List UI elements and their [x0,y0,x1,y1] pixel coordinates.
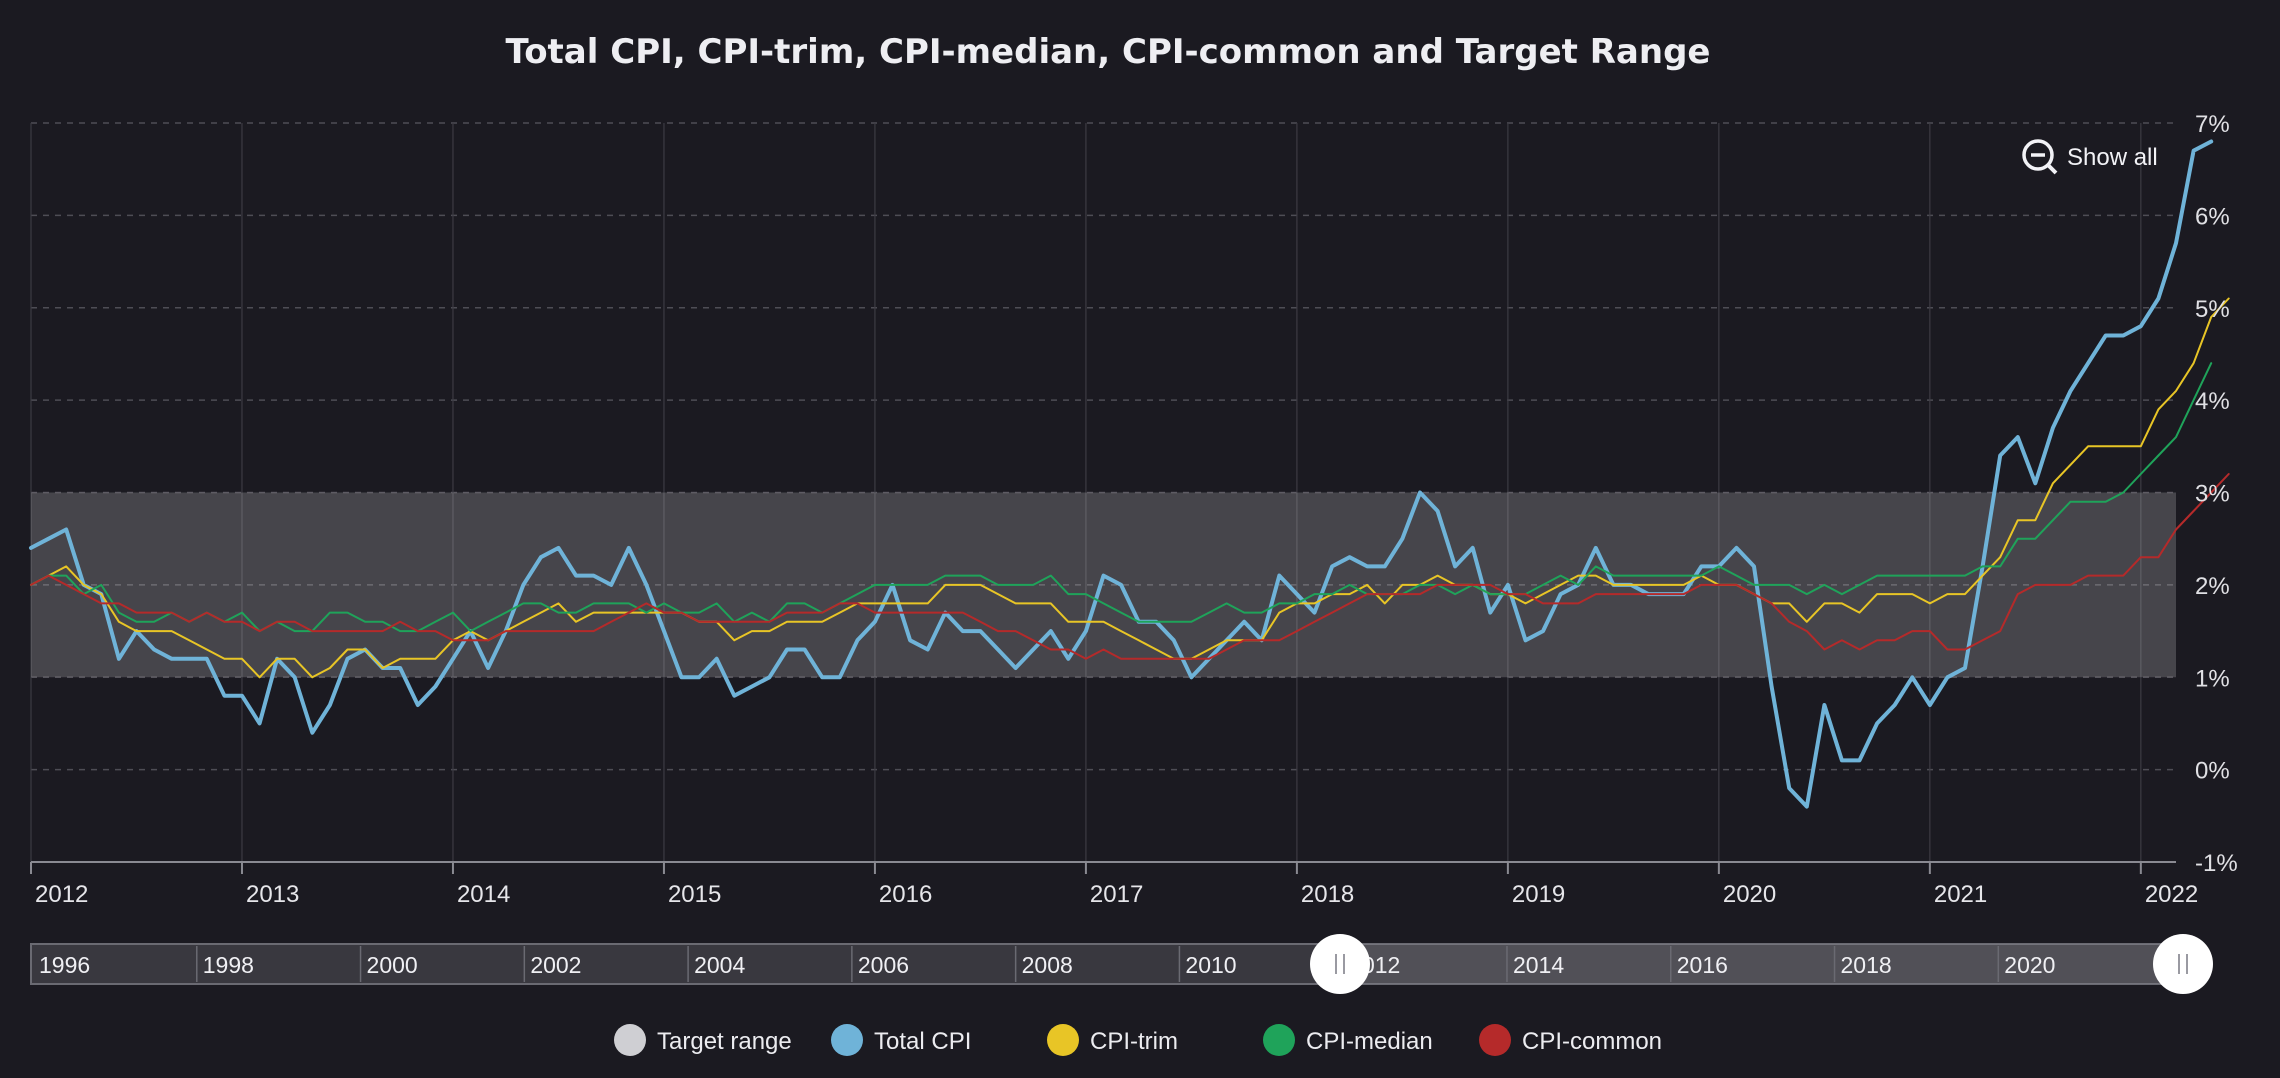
series-line-total-cpi [29,139,2214,809]
y-axis: -1% 0% 1% 2% 3% 4% 5% 6% 7% [2195,111,2238,877]
navigator-tick-label: 2006 [858,952,909,978]
navigator-tick-label: 2010 [1185,952,1236,978]
show-all-button[interactable]: Show all [2022,139,2158,175]
show-all-label: Show all [2067,144,2158,171]
y-tick-label: 4% [2195,388,2230,415]
navigator-tick-label: 1998 [203,952,254,978]
navigator-tick-label: 2018 [1841,952,1892,978]
legend-marker [614,1024,646,1056]
navigator-tick-label: 1996 [39,952,90,978]
navigator-ticks: 1996 1998 2000 2002 2004 2006 2008 2010 2012 2014… [39,946,2055,982]
y-tick-label: 1% [2195,665,2230,692]
x-tick-label: 2017 [1090,881,1143,908]
chart-title: Total CPI, CPI-trim, CPI-median, CPI-com… [506,32,1711,72]
navigator-tick-label: 2004 [694,952,745,978]
series-line-cpi-common [30,473,2230,660]
legend-label: CPI-common [1522,1028,1662,1055]
y-tick-label: 5% [2195,296,2230,323]
navigator[interactable]: 1996 1998 2000 2002 2004 2006 2008 2010 2012 2014… [30,934,2213,994]
navigator-track [30,943,2174,985]
y-tick-label: 7% [2195,111,2230,138]
legend-label: Total CPI [874,1028,971,1055]
legend-item-target-range[interactable]: Target range [614,1024,792,1056]
navigator-handle-right[interactable] [2153,934,2213,994]
y-tick-label: 6% [2195,203,2230,230]
x-tick-label: 2013 [246,881,299,908]
legend: Target range Total CPI CPI-trim CPI-median C… [614,1024,1662,1056]
legend-item-cpi-trim[interactable]: CPI-trim [1047,1024,1178,1056]
navigator-tick-label: 2016 [1677,952,1728,978]
grid [30,122,2176,862]
navigator-tick-label: 2020 [2004,952,2055,978]
y-tick-label: 3% [2195,481,2230,508]
navigator-selection[interactable] [1340,944,2183,984]
legend-label: Target range [657,1028,792,1055]
zoom-out-icon [2022,139,2058,175]
legend-item-total-cpi[interactable]: Total CPI [831,1024,971,1056]
y-tick-label: 0% [2195,758,2230,785]
navigator-handle-left[interactable] [1310,934,1370,994]
series-lines [29,139,2230,809]
series-line-cpi-median [30,362,2213,633]
target-range-band [31,492,2176,678]
y-tick-label: -1% [2195,850,2238,877]
x-tick-label: 2019 [1512,881,1565,908]
x-tick-label: 2012 [35,881,88,908]
navigator-tick-label: 2008 [1022,952,1073,978]
legend-item-cpi-common[interactable]: CPI-common [1479,1024,1662,1056]
navigator-tick-label: 2002 [530,952,581,978]
legend-marker [831,1024,863,1056]
x-tick-label: 2021 [1934,881,1987,908]
navigator-tick-label: 2014 [1513,952,1564,978]
x-axis: 2012 2013 2014 2015 2016 2017 2018 2019 2020 2021… [30,861,2198,908]
navigator-tick-label: 2000 [367,952,418,978]
x-tick-label: 2015 [668,881,721,908]
series-line-cpi-trim [30,297,2230,679]
legend-label: CPI-median [1306,1028,1433,1055]
x-tick-label: 2022 [2145,881,2198,908]
x-tick-label: 2018 [1301,881,1354,908]
x-tick-label: 2014 [457,881,510,908]
y-tick-label: 2% [2195,573,2230,600]
legend-label: CPI-trim [1090,1028,1178,1055]
legend-marker [1263,1024,1295,1056]
legend-marker [1479,1024,1511,1056]
legend-item-cpi-median[interactable]: CPI-median [1263,1024,1433,1056]
x-tick-label: 2016 [879,881,932,908]
legend-marker [1047,1024,1079,1056]
x-tick-label: 2020 [1723,881,1776,908]
